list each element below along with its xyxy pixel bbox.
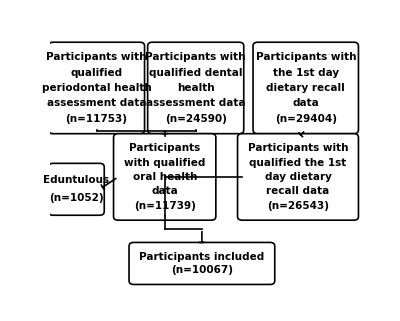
Text: with qualified: with qualified (124, 158, 205, 168)
Text: (n=24590): (n=24590) (165, 114, 227, 124)
FancyBboxPatch shape (129, 242, 275, 284)
Text: (n=11753): (n=11753) (66, 114, 128, 124)
Text: dietary recall: dietary recall (266, 83, 345, 93)
Text: qualified dental: qualified dental (149, 68, 242, 78)
Text: Participants with: Participants with (248, 143, 348, 153)
Text: data: data (151, 186, 178, 196)
Text: Participants included: Participants included (139, 252, 264, 262)
FancyBboxPatch shape (148, 42, 244, 134)
Text: health: health (177, 83, 214, 93)
Text: Participants with: Participants with (256, 52, 356, 62)
Text: day dietary: day dietary (264, 172, 332, 182)
Text: (n=1052): (n=1052) (49, 193, 104, 203)
FancyBboxPatch shape (48, 42, 144, 134)
Text: Participants: Participants (129, 143, 200, 153)
Text: (n=11739): (n=11739) (134, 201, 196, 211)
FancyBboxPatch shape (238, 134, 358, 220)
Text: data: data (292, 98, 319, 108)
Text: periodontal health: periodontal health (42, 83, 151, 93)
Text: assessment data: assessment data (146, 98, 246, 108)
Text: Eduntulous: Eduntulous (43, 175, 110, 186)
Text: (n=26543): (n=26543) (267, 201, 329, 211)
FancyBboxPatch shape (253, 42, 358, 134)
Text: Participants with: Participants with (146, 52, 246, 62)
Text: qualified: qualified (70, 68, 122, 78)
Text: (n=29404): (n=29404) (275, 114, 337, 124)
Text: qualified the 1st: qualified the 1st (249, 158, 347, 168)
FancyBboxPatch shape (48, 163, 104, 215)
Text: (n=10067): (n=10067) (171, 265, 233, 275)
FancyBboxPatch shape (114, 134, 216, 220)
Text: oral health: oral health (132, 172, 197, 182)
Text: the 1st day: the 1st day (273, 68, 339, 78)
Text: Participants with: Participants with (46, 52, 147, 62)
Text: recall data: recall data (266, 186, 330, 196)
Text: assessment data: assessment data (47, 98, 146, 108)
